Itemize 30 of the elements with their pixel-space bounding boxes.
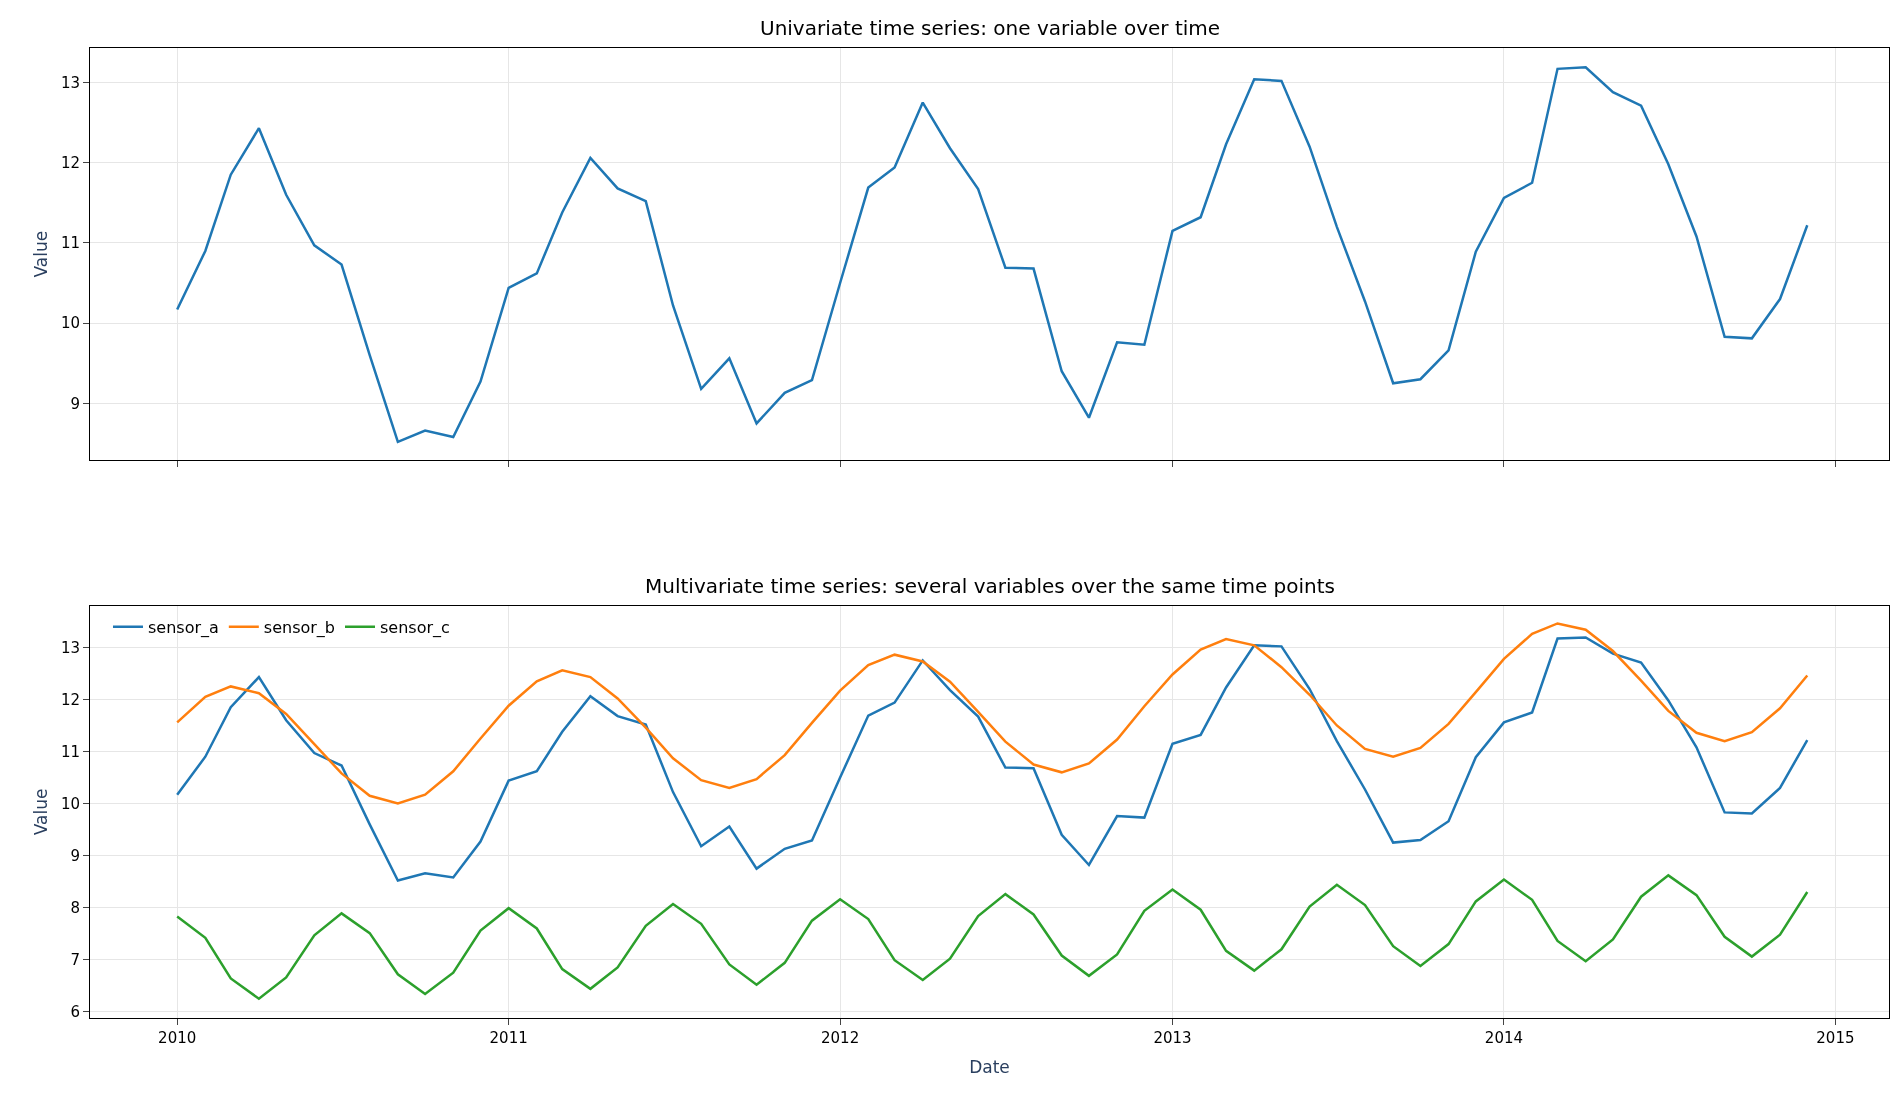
line-series — [175, 636, 1809, 882]
legend-label: sensor_a — [147, 618, 219, 639]
line-series — [175, 874, 1809, 1000]
y-tick-label: 8 — [70, 898, 80, 917]
x-tick-label: 2011 — [489, 1029, 528, 1047]
y-tick-label: 9 — [70, 394, 80, 413]
y-tick-label: 6 — [70, 1003, 80, 1021]
y-tick-label: 10 — [60, 314, 80, 333]
y-tick-label: 7 — [70, 950, 80, 969]
y-tick-label: 11 — [60, 234, 80, 253]
x-tick-label: 2013 — [1153, 1029, 1192, 1047]
x-tick-label: 2014 — [1484, 1029, 1524, 1047]
chart-title: Multivariate time series: several variables over the same time points — [645, 574, 1336, 598]
chart-title: Univariate time series: one variable over time — [760, 16, 1221, 40]
y-tick-label: 11 — [60, 742, 80, 761]
x-axis-title: Date — [969, 1057, 1010, 1078]
x-tick-label: 2010 — [158, 1029, 197, 1047]
x-tick-label: 2015 — [1816, 1029, 1855, 1047]
line-series — [175, 66, 1809, 444]
y-axis-title: Value — [31, 230, 52, 278]
y-tick-label: 10 — [60, 794, 80, 813]
y-tick-label: 12 — [60, 153, 80, 172]
y-tick-label: 12 — [60, 690, 80, 709]
legend-label: sensor_b — [263, 618, 336, 639]
y-axis-title: Value — [31, 788, 52, 836]
legend-label: sensor_c — [380, 618, 450, 639]
y-tick-label: 13 — [60, 638, 80, 657]
x-tick-label: 2012 — [821, 1029, 860, 1047]
y-tick-label: 9 — [70, 846, 80, 865]
y-tick-label: 13 — [60, 73, 80, 92]
